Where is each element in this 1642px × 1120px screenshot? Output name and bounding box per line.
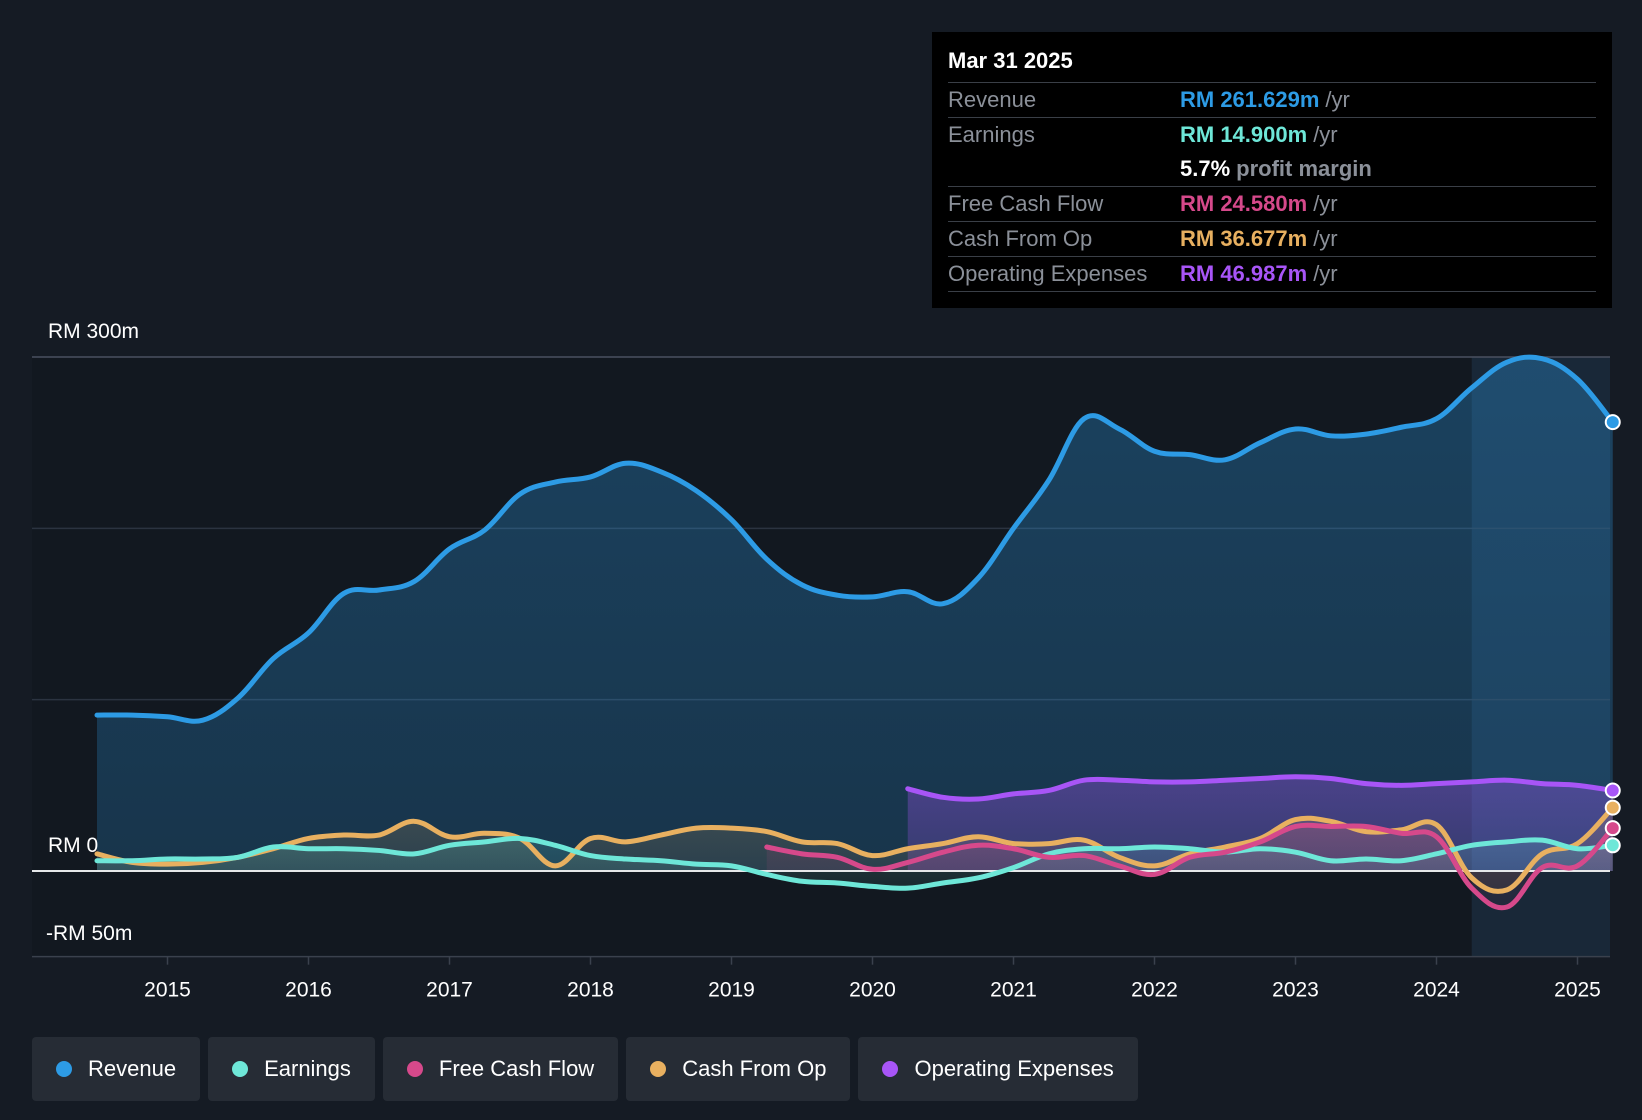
area-earnings — [97, 838, 1613, 889]
tooltip-cfo-value: RM 36.677m — [1180, 226, 1308, 251]
x-tick-label-2019: 2019 — [708, 979, 755, 1002]
x-tick-label-2018: 2018 — [567, 979, 614, 1002]
tooltip-row-cash-from-op: Cash From Op RM 36.677m /yr — [948, 222, 1596, 257]
x-tick-label-2025: 2025 — [1554, 979, 1601, 1002]
line-cash-from-op — [94, 805, 1616, 894]
line-revenue — [94, 354, 1616, 724]
legend-revenue[interactable]: Revenue — [32, 1037, 201, 1101]
revenue-dot-icon — [56, 1061, 72, 1077]
tooltip-profit-margin-value: 5.7% — [1180, 156, 1231, 181]
y-tick-label-top: RM 300m — [48, 320, 140, 343]
tooltip-date: Mar 31 2025 — [948, 46, 1596, 83]
tooltip-row-free-cash-flow: Free Cash Flow RM 24.580m /yr — [948, 187, 1596, 222]
tooltip-row-revenue: Revenue RM 261.629m /yr — [948, 83, 1596, 118]
tooltip-revenue-value: RM 261.629m — [1180, 87, 1320, 112]
endpoint-operating-expenses — [1604, 782, 1621, 799]
financial-chart: 2015 2016 2017 2018 2019 2020 2021 2022 2023 2024… — [32, 354, 1621, 1002]
cash-from-op-dot-icon — [650, 1061, 667, 1077]
data-tooltip: Mar 31 2025 Revenue RM 261.629m /yr Earn… — [932, 32, 1612, 308]
chart-legend: Revenue Earnings Free Cash Flow Cash Fro… — [32, 1037, 1138, 1101]
endpoint-cash-from-op — [1604, 799, 1621, 816]
line-free-cash-flow — [764, 822, 1616, 911]
tooltip-fcf-value: RM 24.580m — [1180, 191, 1308, 216]
x-tick-label-2021: 2021 — [990, 979, 1037, 1002]
tooltip-row-operating-expenses: Operating Expenses RM 46.987m /yr — [948, 257, 1596, 292]
operating-expenses-dot-icon — [882, 1061, 899, 1077]
legend-free-cash-flow[interactable]: Free Cash Flow — [382, 1037, 619, 1101]
area-revenue — [97, 357, 1613, 872]
x-tick-label-2020: 2020 — [849, 979, 896, 1002]
legend-cash-from-op[interactable]: Cash From Op — [626, 1037, 851, 1101]
tooltip-opex-value: RM 46.987m — [1180, 261, 1308, 286]
x-tick-label-2023: 2023 — [1272, 979, 1319, 1002]
endpoint-revenue — [1604, 414, 1621, 431]
line-earnings — [94, 835, 1616, 891]
x-tick-label-2015: 2015 — [144, 979, 191, 1002]
y-tick-label-bottom: -RM 50m — [46, 922, 133, 945]
endpoint-free-cash-flow — [1604, 820, 1621, 837]
line-operating-expenses — [905, 774, 1616, 802]
x-tick-label-2024: 2024 — [1413, 979, 1460, 1002]
x-tick-label-2022: 2022 — [1131, 979, 1178, 1002]
free-cash-flow-dot-icon — [406, 1061, 423, 1077]
tooltip-row-earnings: Earnings RM 14.900m /yr — [948, 118, 1596, 152]
legend-operating-expenses[interactable]: Operating Expenses — [858, 1037, 1138, 1101]
y-tick-label-zero: RM 0 — [48, 834, 99, 857]
x-tick-label-2016: 2016 — [285, 979, 332, 1002]
endpoint-earnings — [1604, 837, 1621, 854]
earnings-dot-icon — [232, 1061, 249, 1077]
tooltip-row-profit-margin: 5.7% profit margin — [948, 152, 1596, 187]
tooltip-earnings-value: RM 14.900m — [1180, 122, 1308, 147]
x-tick-label-2017: 2017 — [426, 979, 473, 1002]
legend-earnings[interactable]: Earnings — [208, 1037, 375, 1101]
